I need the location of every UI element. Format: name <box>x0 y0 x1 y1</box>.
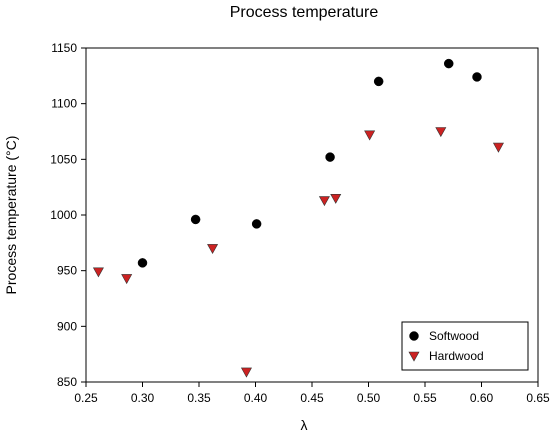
legend-label-softwood: Softwood <box>429 329 479 343</box>
chart-title: Process temperature <box>230 4 379 21</box>
hardwood-point <box>492 142 504 153</box>
axis-ticks: 0.25 0.30 0.35 0.40 0.45 0.50 0.55 0.60 0.65 850 9… <box>50 41 550 405</box>
hardwood-point <box>435 127 447 138</box>
data-points <box>92 58 504 378</box>
y-axis-label: Process temperature (°C) <box>3 136 19 295</box>
hardwood-point <box>330 194 342 204</box>
y-tick-label: 900 <box>57 319 77 333</box>
x-tick-label: 0.45 <box>300 391 324 405</box>
x-tick-label: 0.25 <box>74 391 98 405</box>
y-tick-label: 1000 <box>50 208 77 222</box>
y-tick-label: 850 <box>57 375 77 389</box>
hardwood-point <box>318 196 330 207</box>
softwood-point <box>472 72 482 82</box>
softwood-point <box>325 152 335 162</box>
legend-marker-softwood <box>409 331 419 341</box>
hardwood-point <box>240 367 252 378</box>
hardwood-point <box>121 274 133 285</box>
x-tick-label: 0.35 <box>187 391 211 405</box>
x-tick-label: 0.50 <box>357 391 381 405</box>
x-tick-label: 0.65 <box>526 391 550 405</box>
series-softwood <box>137 58 482 268</box>
legend-marker-hardwood <box>408 351 420 362</box>
y-tick-label: 1150 <box>51 41 77 55</box>
legend-label-hardwood: Hardwood <box>429 349 484 363</box>
series-hardwood <box>92 127 504 378</box>
legend-box <box>401 321 529 371</box>
x-tick-label: 0.60 <box>470 391 494 405</box>
softwood-point <box>190 214 201 225</box>
hardwood-point <box>92 267 104 278</box>
hardwood-point <box>207 244 219 255</box>
softwood-point <box>137 258 148 268</box>
hardwood-point <box>364 130 376 141</box>
y-tick-label: 1100 <box>51 97 77 111</box>
x-tick-label: 0.40 <box>244 391 268 405</box>
legend: Softwood Hardwood <box>401 321 529 371</box>
x-axis-label: λ <box>301 417 308 433</box>
softwood-point <box>373 76 384 87</box>
x-tick-label: 0.55 <box>413 391 437 405</box>
y-tick-label: 950 <box>57 264 77 278</box>
x-tick-label: 0.30 <box>131 391 155 405</box>
softwood-point <box>443 58 454 69</box>
y-tick-label: 1050 <box>50 152 77 166</box>
softwood-point <box>251 219 262 229</box>
